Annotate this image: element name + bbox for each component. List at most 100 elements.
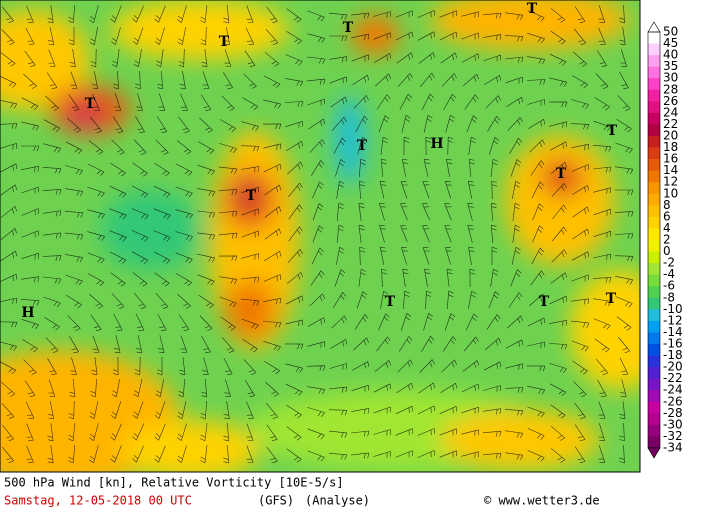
colorbar-segment — [648, 367, 660, 379]
colorbar-label: -34 — [663, 441, 683, 455]
colorbar-label: -22 — [663, 371, 683, 385]
colorbar-segment — [648, 112, 660, 125]
colorbar-segment — [648, 286, 660, 299]
low-marker: T — [527, 1, 538, 17]
colorbar-frame — [647, 31, 661, 449]
colorbar-segment — [648, 55, 660, 67]
colorbar-top-arrow — [647, 21, 661, 33]
colorbar-segment — [648, 309, 660, 322]
colorbar-segment — [648, 320, 660, 333]
colorbar-label: 6 — [663, 209, 671, 223]
colorbar-segment — [648, 101, 660, 114]
colorbar-label: 14 — [663, 163, 678, 177]
colorbar-segment — [648, 436, 660, 449]
colorbar-segment — [648, 228, 660, 241]
colorbar-label: -20 — [663, 360, 683, 374]
colorbar-label: 26 — [663, 94, 678, 108]
run: (Analyse) — [305, 494, 370, 508]
colorbar-segment — [648, 136, 660, 148]
colorbar-segment — [648, 413, 660, 426]
colorbar-segment — [648, 424, 660, 437]
colorbar-label: -2 — [663, 256, 675, 270]
high-marker: H — [21, 305, 34, 321]
colorbar-segment — [648, 124, 660, 137]
wind-barbs — [0, 4, 634, 464]
colorbar-segment — [648, 147, 660, 160]
colorbar-label: 24 — [663, 105, 678, 119]
colorbar-label: -28 — [663, 406, 683, 420]
map-field — [0, 0, 640, 472]
colorbar-segment — [648, 401, 660, 414]
colorbar-segment — [648, 78, 660, 91]
colorbar-segment — [648, 43, 660, 56]
low-marker: T — [607, 123, 618, 139]
colorbar-segment — [648, 182, 660, 195]
colorbar-label: 22 — [663, 117, 678, 131]
low-marker: T — [246, 188, 257, 204]
colorbar-label: 30 — [663, 71, 678, 85]
colorbar-label: -26 — [663, 394, 683, 408]
colorbar-label: 10 — [663, 186, 678, 200]
colorbar-label: 12 — [663, 175, 678, 189]
colorbar-label: 20 — [663, 129, 678, 143]
colorbar-label: -12 — [663, 313, 683, 327]
colorbar-segment — [648, 390, 660, 403]
date: Samstag, 12-05-2018 00 UTC — [4, 494, 192, 508]
colorbar-label: 0 — [663, 244, 671, 258]
low-marker: T — [606, 291, 617, 307]
colorbar-segment — [648, 32, 660, 44]
colorbar-label: 4 — [663, 221, 671, 235]
low-marker: T — [85, 96, 96, 112]
colorbar-label: 50 — [663, 25, 678, 39]
copyright: © www.wetter3.de — [484, 494, 600, 508]
low-marker: T — [556, 166, 567, 182]
colorbar-label: -16 — [663, 337, 683, 351]
colorbar-label: 16 — [663, 152, 678, 166]
colorbar-segment — [648, 263, 660, 275]
high-marker: H — [430, 136, 443, 152]
colorbar-segment — [648, 193, 660, 206]
barb-lines — [0, 4, 634, 464]
colorbar-label: -14 — [663, 325, 683, 339]
colorbar-segment — [648, 332, 660, 345]
colorbar-label: 28 — [663, 82, 678, 96]
colorbar-label: 8 — [663, 198, 671, 212]
colorbar-label: -24 — [663, 383, 683, 397]
colorbar-segment — [648, 378, 660, 391]
colorbar-label: 40 — [663, 48, 678, 62]
colorbar-segment — [648, 89, 660, 102]
colorbar-segment — [648, 205, 660, 218]
colorbar-segment — [648, 216, 660, 229]
colorbar-label: -6 — [663, 279, 675, 293]
colorbar-label: -30 — [663, 417, 683, 431]
colorbar-segment — [648, 251, 660, 264]
colorbar-label: 18 — [663, 140, 678, 154]
colorbar-label: 35 — [663, 59, 678, 73]
model: (GFS) — [258, 494, 294, 508]
colorbar-label: 2 — [663, 233, 671, 247]
map-frame — [0, 0, 641, 473]
map-title: 500 hPa Wind [kn], Relative Vorticity [1… — [4, 476, 344, 490]
colorbar-segment — [648, 240, 660, 252]
colorbar-label: -10 — [663, 302, 683, 316]
colorbar-label: -32 — [663, 429, 683, 443]
colorbar: 50454035302826242220181614121086420-2-4-… — [647, 21, 683, 459]
colorbar-bottom-arrow — [647, 447, 661, 459]
colorbar-label: -18 — [663, 348, 683, 362]
low-marker: T — [343, 20, 354, 36]
colorbar-segment — [648, 159, 660, 171]
colorbar-label: -4 — [663, 267, 675, 281]
colorbar-segment — [648, 355, 660, 368]
low-marker: T — [539, 294, 550, 310]
colorbar-segment — [648, 170, 660, 183]
low-marker: T — [357, 138, 368, 154]
colorbar-label: 45 — [663, 36, 678, 50]
low-marker: T — [219, 34, 230, 50]
colorbar-label: -8 — [663, 290, 675, 304]
colorbar-segment — [648, 344, 660, 356]
colorbar-segment — [648, 297, 660, 310]
pressure-markers: T T T T T H T T T H T T T — [21, 1, 617, 321]
colorbar-segment — [648, 274, 660, 287]
